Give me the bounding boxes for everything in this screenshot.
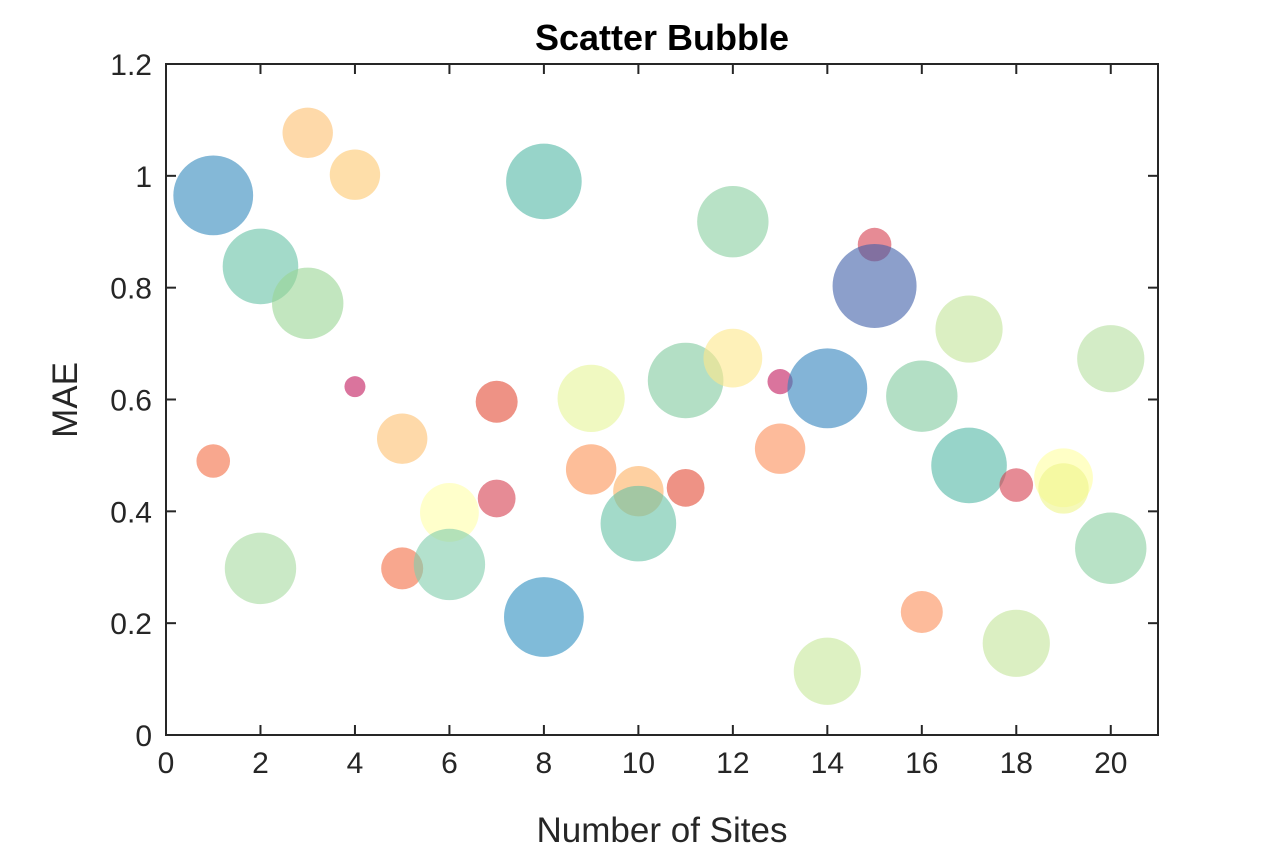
bubble-point-33	[931, 427, 1007, 504]
x-tick-label: 8	[536, 747, 553, 780]
bubble-point-39	[1075, 512, 1147, 584]
bubble-point-4	[282, 107, 333, 158]
bubble-point-6	[329, 149, 381, 200]
bubble-point-3	[224, 532, 297, 605]
bubble-point-24	[767, 369, 793, 395]
x-tick-label: 18	[1000, 747, 1033, 780]
bubble-point-16	[557, 364, 625, 432]
bubble-point-38	[1077, 325, 1145, 393]
y-axis-label: MAE	[46, 362, 85, 438]
bubble-point-17	[565, 444, 617, 495]
y-tick-label: 0.6	[110, 385, 152, 418]
x-tick-label: 20	[1094, 747, 1127, 780]
bubble-point-0	[173, 155, 254, 236]
bubble-point-37	[1038, 463, 1089, 514]
bubble-point-15	[504, 577, 584, 657]
bubble-point-21	[666, 468, 705, 507]
y-tick-label: 0.2	[110, 608, 152, 641]
x-tick-label: 14	[811, 747, 844, 780]
y-tick-label: 1	[135, 161, 152, 194]
bubble-point-13	[477, 479, 516, 518]
x-axis-label: Number of Sites	[537, 811, 788, 850]
bubble-point-11	[413, 528, 486, 601]
bubble-point-34	[999, 468, 1034, 502]
chart-title: Scatter Bubble	[535, 17, 789, 58]
bubble-point-29	[832, 243, 917, 328]
x-tick-label: 10	[622, 747, 655, 780]
x-tick-label: 12	[716, 747, 749, 780]
bubble-point-35	[982, 609, 1050, 677]
y-tick-label: 0	[135, 720, 152, 753]
bubble-point-7	[344, 376, 366, 398]
bubble-point-23	[703, 328, 763, 388]
x-tick-label: 2	[252, 747, 269, 780]
bubble-point-10	[420, 483, 479, 542]
bubble-point-25	[754, 423, 806, 474]
x-tick-label: 0	[158, 747, 175, 780]
bubble-point-5	[272, 267, 344, 340]
y-tick-label: 1.2	[110, 49, 152, 82]
bubble-point-12	[475, 380, 518, 423]
y-tick-label: 0.4	[110, 496, 152, 529]
ticks-layer: 0 2 4 6 8 10 12 14 16 18 20 0 0.2 0.4 0.6 0.8 1 1.2	[110, 49, 1158, 780]
y-tick-label: 0.8	[110, 273, 152, 306]
plot-frame	[165, 63, 1159, 736]
bubble-point-30	[886, 360, 958, 432]
x-tick-label: 16	[905, 747, 938, 780]
bubbles-layer	[173, 107, 1147, 705]
bubble-point-9	[381, 547, 424, 590]
x-tick-label: 4	[347, 747, 364, 780]
bubble-point-32	[935, 295, 1003, 363]
bubble-point-27	[793, 637, 861, 705]
bubble-point-19	[600, 485, 677, 562]
bubble-point-26	[787, 348, 868, 429]
bubble-point-14	[506, 143, 582, 220]
x-tick-label: 6	[441, 747, 458, 780]
bubble-point-22	[697, 185, 769, 258]
bubble-point-1	[196, 444, 231, 478]
bubble-point-8	[376, 413, 428, 464]
bubble-point-31	[900, 590, 943, 633]
